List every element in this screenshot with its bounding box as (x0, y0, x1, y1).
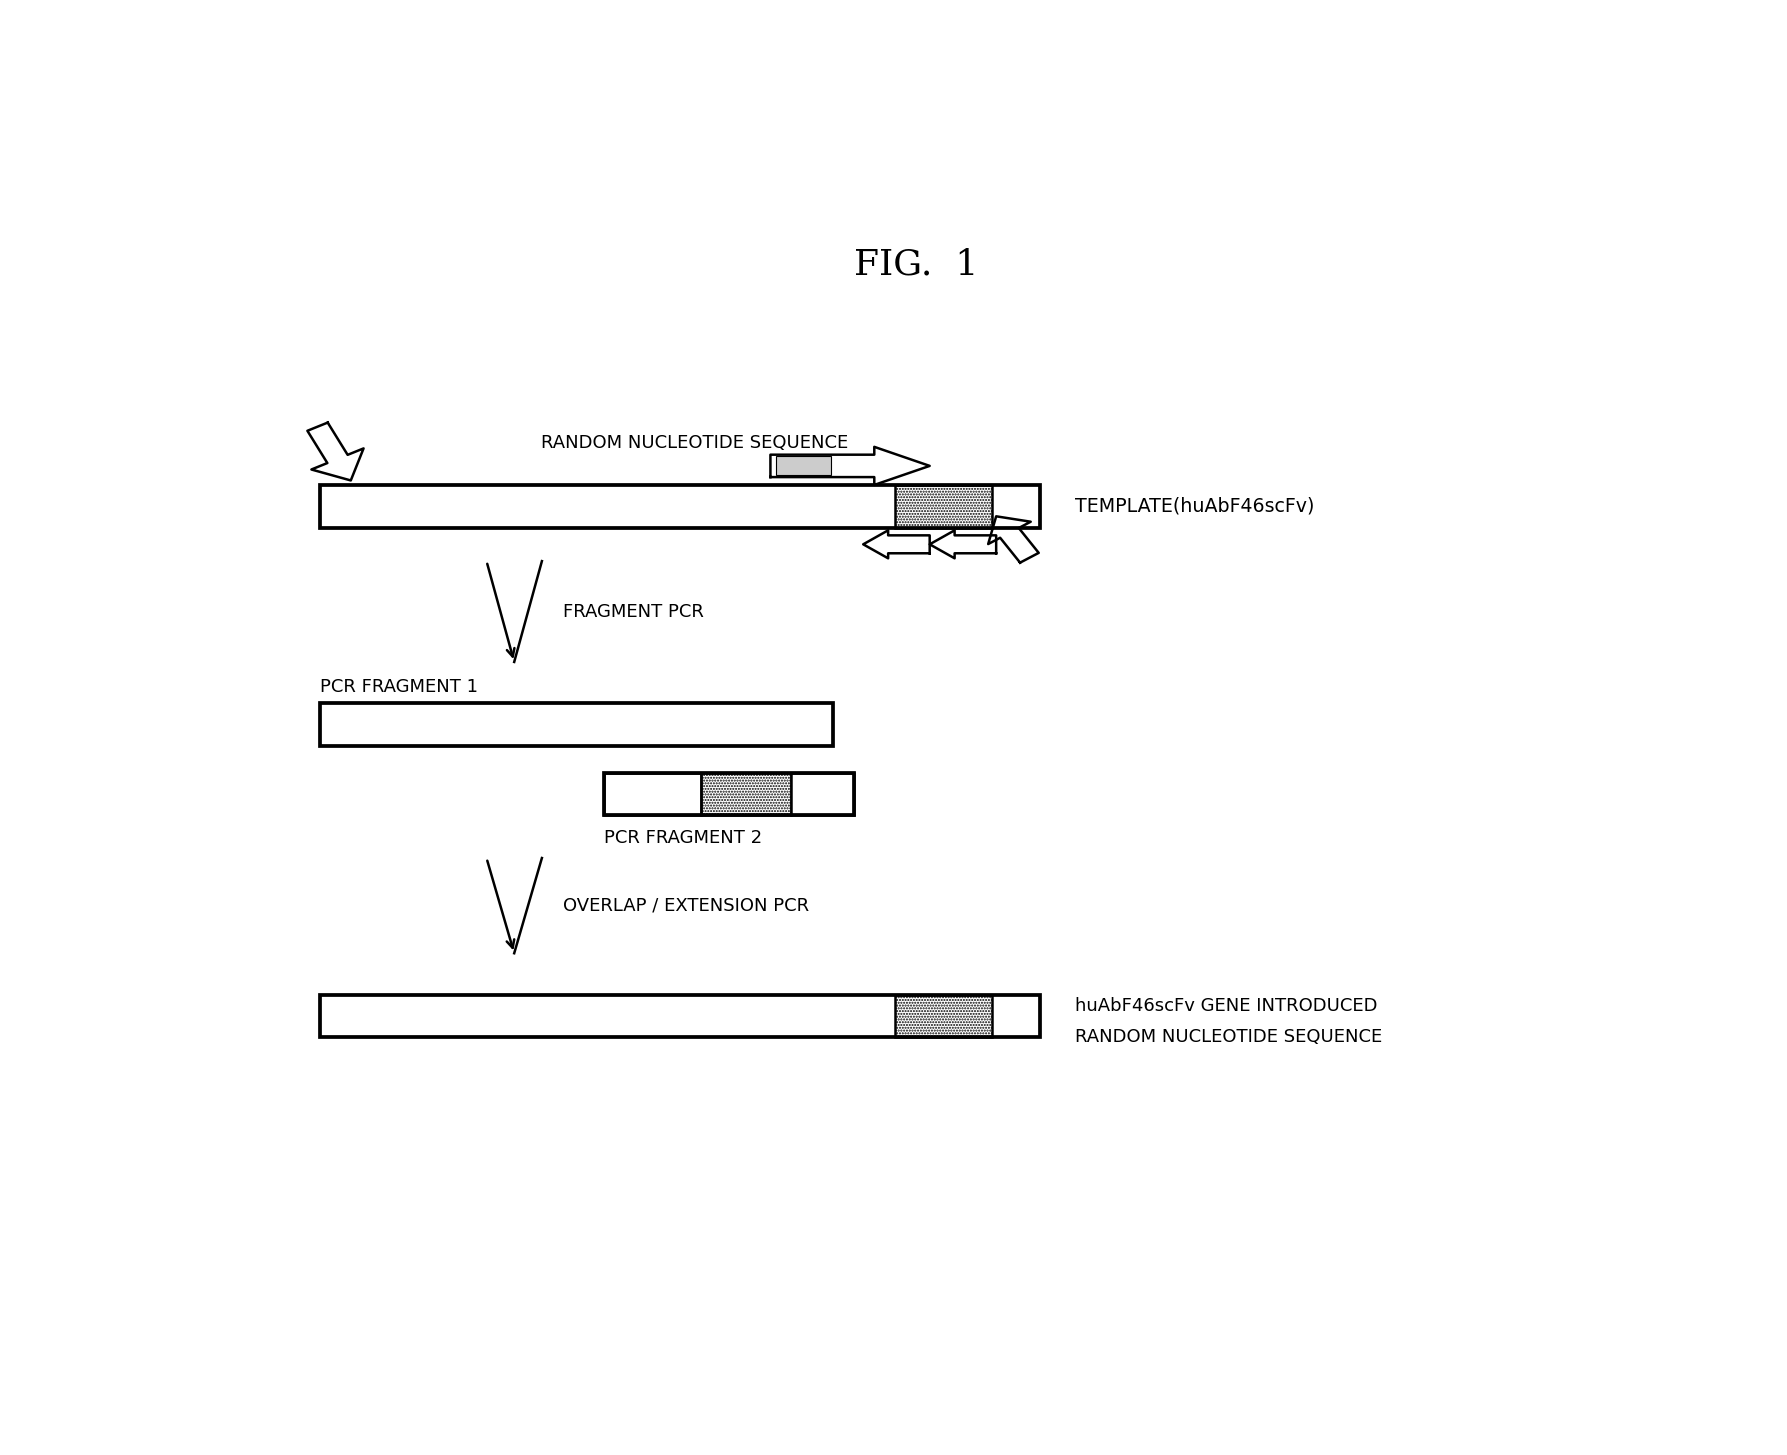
Bar (320, 995, 1040, 1037)
Bar (320, 703, 833, 746)
Text: TEMPLATE(huAbF46scFv): TEMPLATE(huAbF46scFv) (1076, 496, 1315, 515)
Text: PCR FRAGMENT 2: PCR FRAGMENT 2 (604, 829, 763, 847)
Text: PCR FRAGMENT 1: PCR FRAGMENT 1 (320, 678, 479, 695)
Bar (895, 485, 992, 528)
Bar (701, 773, 792, 815)
Text: huAbF46scFv GENE INTRODUCED: huAbF46scFv GENE INTRODUCED (1076, 997, 1378, 1016)
Text: FRAGMENT PCR: FRAGMENT PCR (563, 602, 704, 620)
Text: RANDOM NUCLEOTIDE SEQUENCE: RANDOM NUCLEOTIDE SEQUENCE (1076, 1029, 1383, 1046)
Text: RANDOM NUCLEOTIDE SEQUENCE: RANDOM NUCLEOTIDE SEQUENCE (541, 435, 847, 453)
Text: FIG.  1: FIG. 1 (854, 247, 977, 281)
Bar (604, 773, 854, 815)
Text: OVERLAP / EXTENSION PCR: OVERLAP / EXTENSION PCR (563, 896, 810, 914)
Bar (776, 457, 831, 476)
Bar (792, 773, 854, 815)
Bar (320, 485, 1040, 528)
Bar (895, 995, 992, 1037)
Bar (604, 773, 701, 815)
